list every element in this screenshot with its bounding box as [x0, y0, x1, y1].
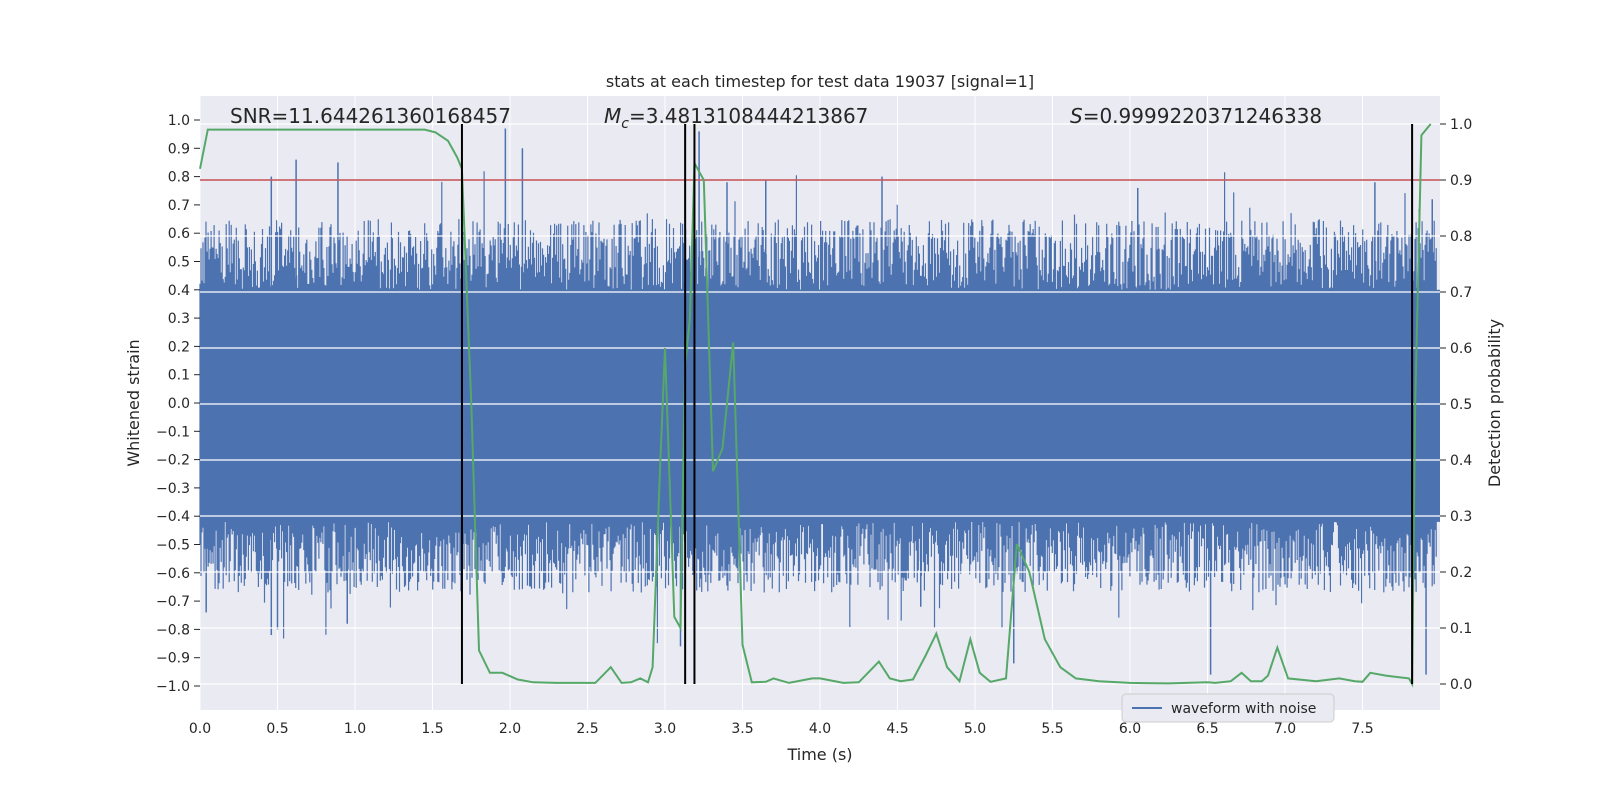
- x-tick-label: 6.5: [1196, 721, 1218, 737]
- y-tick-label: −0.2: [156, 453, 190, 469]
- y-tick-label: −1.0: [156, 679, 190, 695]
- y2-tick-label: 0.0: [1450, 677, 1472, 693]
- x-tick-label: 1.5: [421, 721, 443, 737]
- legend: waveform with noise: [1121, 693, 1335, 723]
- x-tick-label: 3.0: [654, 721, 676, 737]
- y-tick-label: 0.3: [168, 311, 190, 327]
- chart-title: stats at each timestep for test data 190…: [606, 72, 1034, 91]
- y-tick-label: −0.6: [156, 566, 190, 582]
- y2-tick-label: 0.8: [1450, 229, 1472, 245]
- y-tick-label: 0.0: [168, 396, 190, 412]
- y2-tick-label: 0.5: [1450, 397, 1472, 413]
- y-ticks-right: 1.0 0.9 0.8 0.7 0.6 0.5 0.4 0.3 0.2 0.1 0.0: [1440, 117, 1472, 693]
- x-tick-label: 7.5: [1351, 721, 1373, 737]
- x-tick-label: 5.0: [964, 721, 986, 737]
- y-tick-label: −0.5: [156, 538, 190, 554]
- y2-tick-label: 1.0: [1450, 117, 1472, 133]
- y-tick-label: −0.3: [156, 481, 190, 497]
- y-tick-label: −0.1: [156, 424, 190, 440]
- y-tick-label: 1.0: [168, 113, 190, 129]
- x-tick-label: 0.5: [266, 721, 288, 737]
- y-tick-label: 0.7: [168, 198, 190, 214]
- y-tick-label: 0.8: [168, 170, 190, 186]
- y2-tick-label: 0.9: [1450, 173, 1472, 189]
- y2-tick-label: 0.3: [1450, 509, 1472, 525]
- score-symbol: S: [1070, 104, 1083, 128]
- probability-series: [199, 123, 1432, 688]
- chirp-mass-subscript: c: [621, 116, 629, 132]
- x-tick-label: 2.0: [499, 721, 521, 737]
- legend-box: [1121, 693, 1335, 723]
- y-tick-label: −0.4: [156, 509, 190, 525]
- x-tick-label: 5.5: [1041, 721, 1063, 737]
- grid-horizontal-secondary: [200, 123, 1440, 685]
- waveform-spikes: [205, 125, 1433, 675]
- x-tick-label: 4.0: [809, 721, 831, 737]
- x-tick-label: 1.0: [344, 721, 366, 737]
- y-tick-label: −0.9: [156, 651, 190, 667]
- x-tick-label: 0.0: [189, 721, 211, 737]
- event-markers: [460, 124, 1414, 684]
- x-tick-label: 2.5: [576, 721, 598, 737]
- y2-tick-label: 0.4: [1450, 453, 1472, 469]
- y2-tick-label: 0.6: [1450, 341, 1472, 357]
- y-tick-label: 0.6: [168, 226, 190, 242]
- snr-annotation: SNR=11.644261360168457: [230, 104, 511, 128]
- y-tick-label: 0.5: [168, 255, 190, 271]
- y-tick-label: 0.9: [168, 141, 190, 157]
- y-tick-label: 0.4: [168, 283, 190, 299]
- y2-tick-label: 0.1: [1450, 621, 1472, 637]
- y2-axis-label: Detection probability: [1485, 319, 1504, 487]
- x-tick-label: 3.5: [731, 721, 753, 737]
- x-tick-label: 7.0: [1274, 721, 1296, 737]
- chirp-mass-value: =3.4813108444213867: [629, 104, 868, 128]
- probability-line: [199, 123, 1432, 688]
- x-tick-label: 6.0: [1119, 721, 1141, 737]
- chirp-mass-annotation: Mc=3.4813108444213867: [604, 104, 868, 132]
- x-tick-label: 4.5: [886, 721, 908, 737]
- y2-tick-label: 0.7: [1450, 285, 1472, 301]
- y-ticks-left: 1.0 0.9 0.8 0.7 0.6 0.5 0.4 0.3 0.2 0.1 0.0 −0.1 −0.…: [156, 113, 200, 695]
- score-value: =0.9999220371246338: [1083, 104, 1322, 128]
- y-tick-label: 0.2: [168, 339, 190, 355]
- x-axis-label: Time (s): [786, 745, 852, 764]
- y-tick-label: −0.7: [156, 594, 190, 610]
- x-ticks: 0.0 0.5 1.0 1.5 2.0 2.5 3.0 3.5 4.0 4.5 5.0 5.5 6.0 6…: [189, 721, 1374, 737]
- legend-label: waveform with noise: [1171, 701, 1316, 717]
- y-tick-label: 0.1: [168, 368, 190, 384]
- waveform-band: [199, 171, 1440, 644]
- y-axis-label: Whitened strain: [124, 339, 143, 466]
- score-annotation: S=0.9999220371246338: [1070, 104, 1322, 128]
- chirp-mass-symbol: M: [604, 104, 621, 128]
- y-tick-label: −0.8: [156, 622, 190, 638]
- y2-tick-label: 0.2: [1450, 565, 1472, 581]
